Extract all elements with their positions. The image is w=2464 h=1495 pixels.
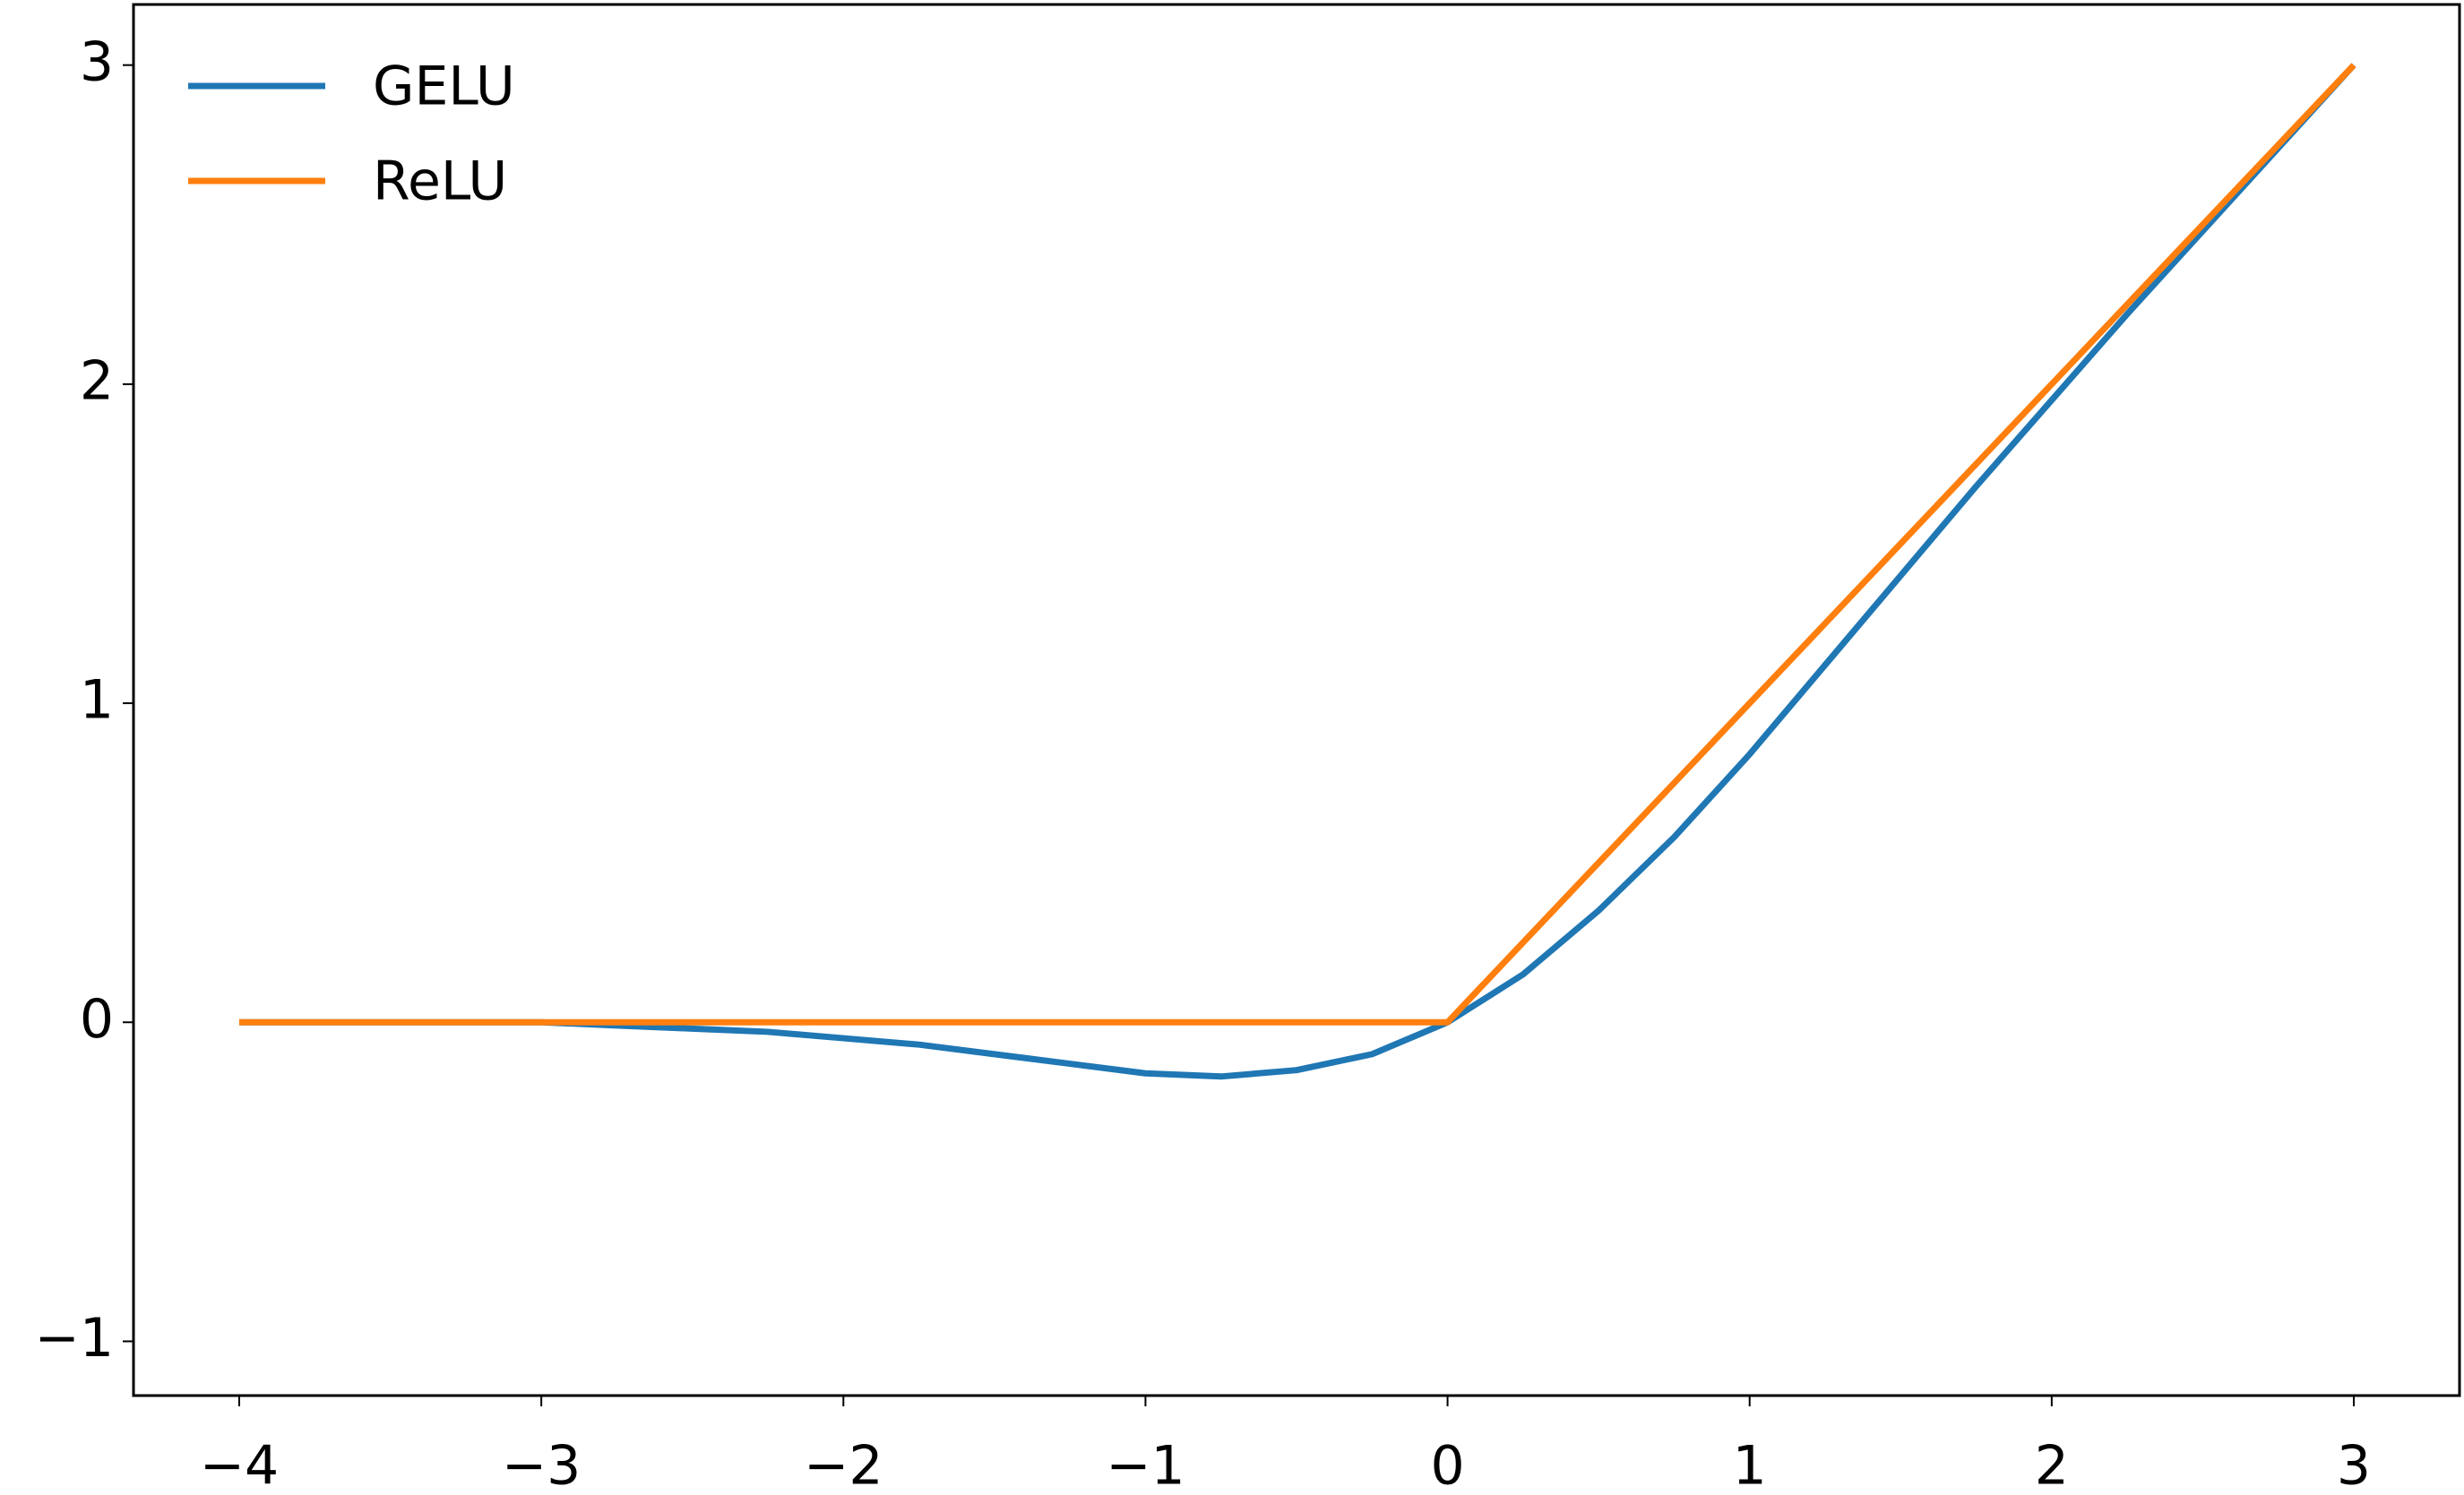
line-series bbox=[239, 63, 2356, 1080]
line-series bbox=[239, 63, 2356, 1026]
y-tick-label: 1 bbox=[80, 669, 114, 732]
x-tick-label: −1 bbox=[1106, 1435, 1185, 1495]
x-tick-label: 2 bbox=[2035, 1435, 2069, 1495]
y-tick-label: 2 bbox=[80, 349, 114, 412]
y-tick-label: −1 bbox=[35, 1307, 114, 1370]
y-tick-label: 3 bbox=[80, 30, 114, 93]
x-tick-label: 1 bbox=[1733, 1435, 1767, 1495]
legend-label: GELU bbox=[373, 56, 515, 118]
plot-frame bbox=[132, 3, 2461, 1397]
x-tick-label: 3 bbox=[2337, 1435, 2371, 1495]
legend-label: ReLU bbox=[373, 150, 507, 213]
x-tick-label: 0 bbox=[1430, 1435, 1464, 1495]
x-tick-label: −2 bbox=[804, 1435, 883, 1495]
x-tick-label: −4 bbox=[200, 1435, 279, 1495]
x-tick-label: −3 bbox=[502, 1435, 581, 1495]
y-tick-label: 0 bbox=[80, 988, 114, 1051]
